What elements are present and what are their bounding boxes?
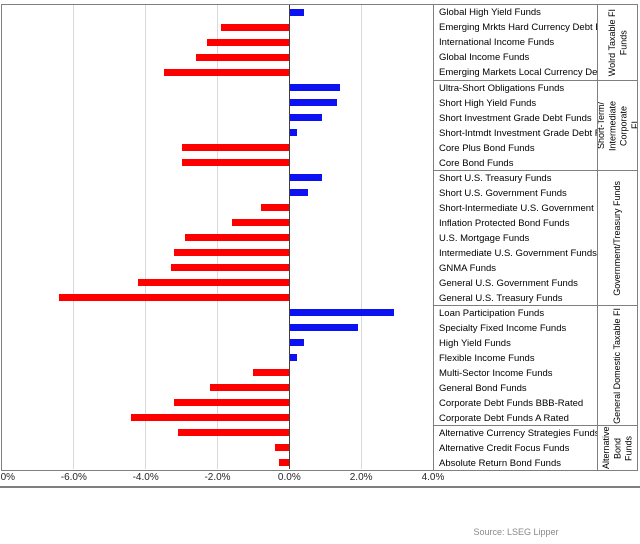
bar — [231, 219, 290, 226]
bar — [170, 264, 290, 271]
fund-label-group: Ultra-Short Obligations Funds Short High … — [434, 80, 597, 170]
gridline — [73, 5, 75, 469]
source-caption: Source: LSEG Lipper — [473, 527, 559, 537]
fund-label-column: Global High Yield Funds Emerging Mrkts Ha… — [433, 5, 597, 470]
bar — [290, 114, 323, 121]
fund-label: High Yield Funds — [439, 338, 511, 349]
group-label-column: Wolrd Taxable FI Funds Short-Term/ Interm… — [597, 5, 638, 470]
bar — [181, 144, 290, 151]
fund-label: Emerging Markets Local Currency Debt Fds — [439, 67, 597, 78]
fund-label: General U.S. Treasury Funds — [439, 293, 563, 304]
bar — [138, 279, 290, 286]
fund-label: Alternative Currency Strategies Funds — [439, 428, 597, 439]
bar — [290, 9, 305, 16]
bar — [174, 249, 290, 256]
bar — [59, 294, 290, 301]
fund-label: GNMA Funds — [439, 263, 497, 274]
bar — [131, 414, 290, 421]
fund-label: Corporate Debt Funds A Rated — [439, 413, 569, 424]
bar — [195, 54, 290, 61]
fund-label-group: Global High Yield Funds Emerging Mrkts Ha… — [434, 5, 597, 80]
bar — [206, 39, 290, 46]
x-axis-tick-label: -4.0% — [132, 472, 159, 483]
category-group-box: Alternative Bond Funds — [598, 425, 638, 470]
bar — [163, 69, 290, 76]
x-axis-tick-label: -6.0% — [60, 472, 87, 483]
fund-label: Flexible Income Funds — [439, 353, 535, 364]
fund-label: Ultra-Short Obligations Funds — [439, 83, 565, 94]
fund-label: Global High Yield Funds — [439, 7, 541, 18]
gridline — [145, 5, 147, 469]
fund-label: International Income Funds — [439, 37, 555, 48]
bar — [253, 369, 290, 376]
fund-label: Absolute Return Bond Funds — [439, 458, 561, 469]
category-group-box: Short-Term/ Intermediate Corporate FI — [598, 80, 638, 170]
fund-label: General U.S. Government Funds — [439, 278, 578, 289]
bar — [290, 354, 298, 361]
bar — [290, 129, 298, 136]
fund-label: Intermediate U.S. Government Funds — [439, 248, 597, 259]
bar — [221, 24, 290, 31]
bar — [290, 339, 305, 346]
x-axis-tick-label: -2.0% — [204, 472, 231, 483]
bar — [290, 309, 395, 316]
bar — [274, 444, 290, 451]
category-group-label: General Domestic Taxable FI — [612, 307, 623, 424]
fund-label: Short-Intmdt Investment Grade Debt Funds — [439, 128, 597, 139]
x-axis-tick-label: 4.0% — [421, 472, 445, 483]
fund-label: Emerging Mrkts Hard Currency Debt Funds — [439, 22, 597, 33]
fund-label: Inflation Protected Bond Funds — [439, 218, 570, 229]
bar — [174, 399, 290, 406]
bar — [290, 99, 337, 106]
fund-label: U.S. Mortgage Funds — [439, 233, 530, 244]
bar — [210, 384, 290, 391]
fund-label: Loan Participation Funds — [439, 308, 545, 319]
x-axis-tick-label: 0.0% — [277, 472, 301, 483]
zero-axis-line — [288, 5, 291, 469]
fund-label: Corporate Debt Funds BBB-Rated — [439, 398, 584, 409]
fund-label: Short U.S. Government Funds — [439, 188, 567, 199]
fund-label: Specialty Fixed Income Funds — [439, 323, 567, 334]
bar — [290, 189, 309, 196]
bar — [185, 234, 290, 241]
fund-label-group: Short U.S. Treasury Funds Short U.S. Gove… — [434, 170, 597, 305]
fund-label-group: Loan Participation Funds Specialty Fixed … — [434, 305, 597, 425]
category-group-box: Government/Treasury Funds — [598, 170, 638, 305]
category-group-label: Government/Treasury Funds — [612, 180, 623, 296]
fund-label: Alternative Credit Focus Funds — [439, 443, 570, 454]
bottom-rule — [0, 486, 640, 488]
fund-label: Short-Intermediate U.S. Government Funds — [439, 203, 597, 214]
fund-label: Core Bond Funds — [439, 158, 514, 169]
fund-label: Short Investment Grade Debt Funds — [439, 113, 592, 124]
fund-label: Multi-Sector Income Funds — [439, 368, 553, 379]
bar — [290, 84, 341, 91]
plot-area — [2, 5, 433, 469]
category-group-label: Alternative Bond Funds — [601, 426, 634, 470]
fund-label-group: Alternative Currency Strategies Funds Alt… — [434, 425, 597, 470]
fund-label: Short High Yield Funds — [439, 98, 537, 109]
category-group-box: Wolrd Taxable FI Funds — [598, 5, 638, 80]
bar — [181, 159, 290, 166]
category-group-label: Short-Term/ Intermediate Corporate FI — [598, 100, 638, 151]
bar — [177, 429, 290, 436]
fund-label: Global Income Funds — [439, 52, 530, 63]
gridline — [360, 5, 362, 469]
bar — [290, 174, 323, 181]
x-axis-tick-label: -8.0% — [0, 472, 16, 483]
fund-label: General Bond Funds — [439, 383, 527, 394]
category-group-label: Wolrd Taxable FI Funds — [606, 8, 628, 77]
fund-label: Short U.S. Treasury Funds — [439, 173, 552, 184]
bar — [290, 324, 359, 331]
bar — [260, 204, 290, 211]
fund-label: Core Plus Bond Funds — [439, 143, 535, 154]
x-axis-tick-label: 2.0% — [349, 472, 373, 483]
bar — [278, 459, 290, 466]
category-group-box: General Domestic Taxable FI — [598, 305, 638, 425]
